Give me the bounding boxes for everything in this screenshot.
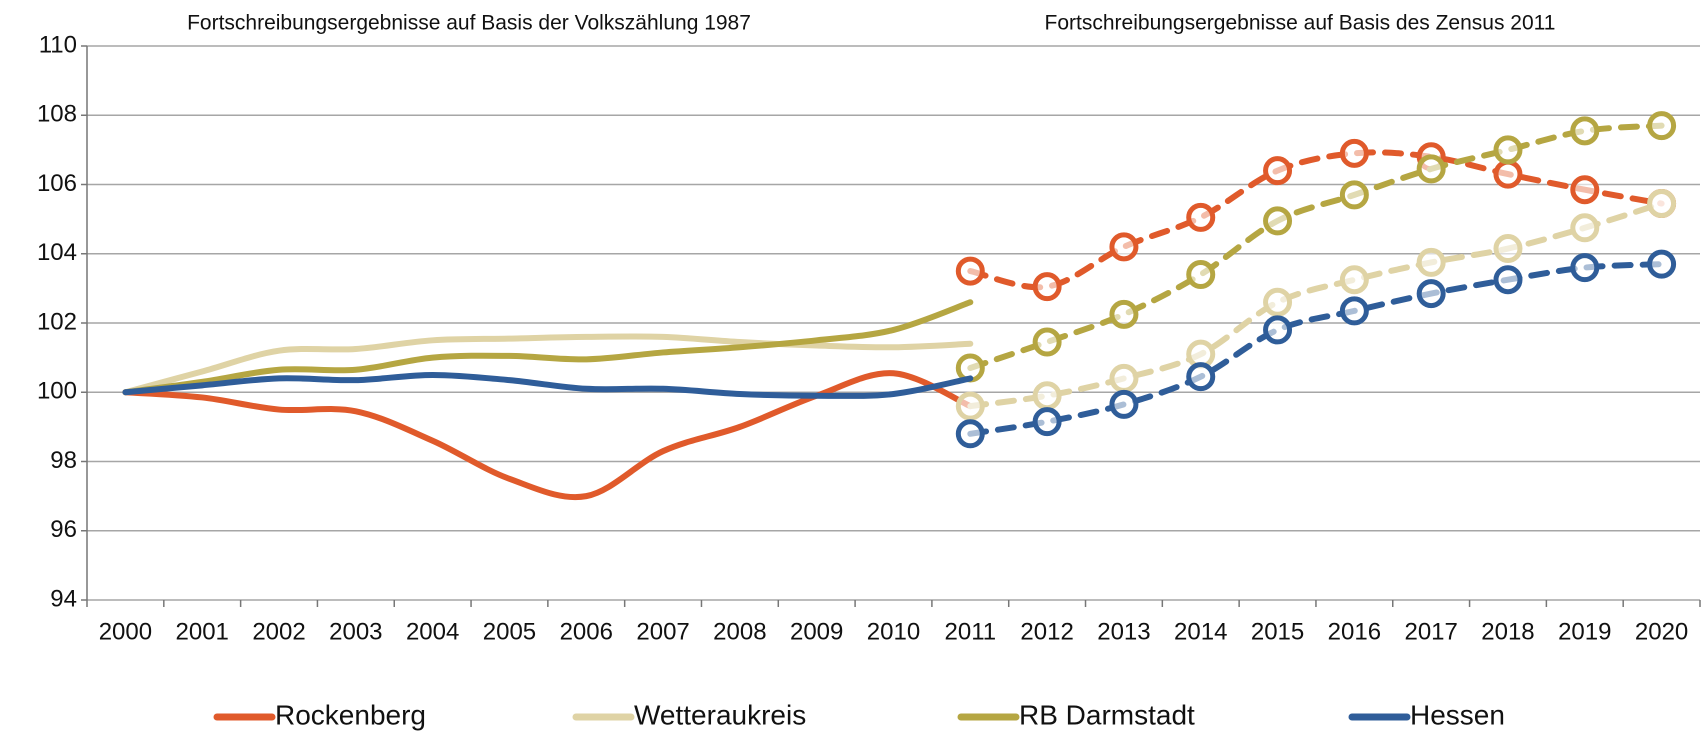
x-tick-label: 2017 bbox=[1404, 618, 1457, 645]
x-tick-label: 2004 bbox=[406, 618, 459, 645]
y-tick-label: 100 bbox=[37, 378, 77, 405]
marker bbox=[1416, 279, 1446, 309]
y-tick-label: 108 bbox=[37, 101, 77, 128]
marker bbox=[1109, 299, 1139, 329]
marker bbox=[1109, 232, 1139, 262]
x-tick-label: 2015 bbox=[1251, 618, 1304, 645]
census-line bbox=[967, 261, 1665, 437]
marker bbox=[1339, 265, 1369, 295]
marker bbox=[1493, 135, 1523, 165]
x-tick-label: 2000 bbox=[99, 618, 152, 645]
x-tick-label: 2003 bbox=[329, 618, 382, 645]
marker bbox=[1263, 315, 1293, 345]
marker bbox=[1186, 202, 1216, 232]
y-tick-label: 96 bbox=[50, 516, 77, 543]
x-tick-label: 2010 bbox=[867, 618, 920, 645]
marker bbox=[1647, 111, 1677, 141]
marker bbox=[1570, 213, 1600, 243]
marker bbox=[1570, 175, 1600, 205]
marker bbox=[1647, 249, 1677, 279]
y-tick-label: 94 bbox=[50, 585, 77, 612]
x-tick-label: 2014 bbox=[1174, 618, 1227, 645]
marker bbox=[1493, 265, 1523, 295]
marker bbox=[1109, 389, 1139, 419]
x-tick-label: 2020 bbox=[1635, 618, 1688, 645]
x-tick-label: 2009 bbox=[790, 618, 843, 645]
marker bbox=[1032, 327, 1062, 357]
x-tick-label: 2019 bbox=[1558, 618, 1611, 645]
marker bbox=[1186, 362, 1216, 392]
census-line bbox=[967, 200, 1665, 410]
census-line bbox=[967, 149, 1665, 291]
marker bbox=[1339, 138, 1369, 168]
series-line bbox=[122, 333, 974, 396]
x-tick-label: 2005 bbox=[483, 618, 536, 645]
legend-label: Hessen bbox=[1410, 699, 1505, 730]
x-tick-label: 2007 bbox=[636, 618, 689, 645]
legend-label: Wetteraukreis bbox=[634, 699, 806, 730]
x-tick-label: 2013 bbox=[1097, 618, 1150, 645]
y-tick-label: 104 bbox=[37, 239, 77, 266]
marker bbox=[1339, 180, 1369, 210]
marker bbox=[1263, 287, 1293, 317]
y-tick-label: 98 bbox=[50, 447, 77, 474]
marker bbox=[1263, 206, 1293, 236]
legend-label: Rockenberg bbox=[275, 699, 426, 730]
marker bbox=[1493, 159, 1523, 189]
marker bbox=[1570, 253, 1600, 283]
marker bbox=[955, 419, 985, 449]
marker bbox=[1647, 189, 1677, 219]
series-line bbox=[122, 370, 974, 501]
x-tick-label: 2008 bbox=[713, 618, 766, 645]
x-tick-label: 2006 bbox=[560, 618, 613, 645]
y-tick-label: 102 bbox=[37, 308, 77, 335]
marker bbox=[1493, 234, 1523, 264]
marker bbox=[955, 256, 985, 286]
marker bbox=[1109, 363, 1139, 393]
marker bbox=[1032, 272, 1062, 302]
marker bbox=[1339, 296, 1369, 326]
y-tick-label: 106 bbox=[37, 170, 77, 197]
annotation: Fortschreibungsergebnisse auf Basis des … bbox=[1045, 12, 1556, 35]
marker bbox=[955, 391, 985, 421]
x-tick-label: 2016 bbox=[1328, 618, 1381, 645]
x-tick-label: 2002 bbox=[252, 618, 305, 645]
marker bbox=[1186, 260, 1216, 290]
marker bbox=[1570, 116, 1600, 146]
marker bbox=[1416, 247, 1446, 277]
marker bbox=[1416, 154, 1446, 184]
annotation: Fortschreibungsergebnisse auf Basis der … bbox=[187, 12, 751, 35]
x-tick-label: 2012 bbox=[1020, 618, 1073, 645]
series-line bbox=[122, 299, 974, 396]
series-line bbox=[122, 371, 974, 399]
marker bbox=[1263, 156, 1293, 186]
legend-label: RB Darmstadt bbox=[1019, 699, 1195, 730]
marker bbox=[1032, 381, 1062, 411]
y-tick-label: 110 bbox=[39, 31, 77, 58]
marker bbox=[1032, 407, 1062, 437]
x-tick-label: 2001 bbox=[176, 618, 229, 645]
census-line bbox=[967, 122, 1665, 372]
x-tick-label: 2011 bbox=[945, 618, 997, 645]
x-tick-label: 2018 bbox=[1481, 618, 1534, 645]
